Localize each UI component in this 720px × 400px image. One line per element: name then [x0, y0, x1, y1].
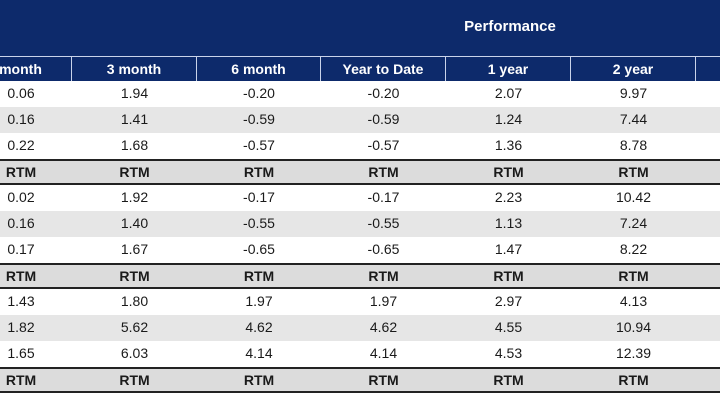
table-cell: RTM	[5, 268, 37, 284]
table-row: 0.17 1.67 -0.65 -0.65 1.47 8.22	[0, 237, 720, 263]
table-cell: 1.97	[369, 293, 398, 309]
table-cell: RTM	[5, 372, 37, 388]
table-cell: 4.62	[369, 319, 398, 335]
table-cell: 1.36	[494, 137, 523, 153]
table-cell: 0.06	[7, 85, 35, 101]
table-cell: 1.94	[120, 85, 149, 101]
table-row: 0.22 1.68 -0.57 -0.57 1.36 8.78	[0, 133, 720, 159]
table-cell: 2.97	[494, 293, 523, 309]
table-cell: 1.65	[7, 345, 35, 361]
table-cell: RTM	[618, 268, 649, 284]
table-cell: 10.94	[615, 319, 652, 335]
table-cell: 1.40	[120, 215, 149, 231]
table-row: 0.16 1.40 -0.55 -0.55 1.13 7.24	[0, 211, 720, 237]
performance-group-title: Performance	[464, 18, 556, 35]
rtm-row: RTM RTM RTM RTM RTM RTM	[0, 367, 720, 393]
table-cell: 0.02	[7, 189, 35, 205]
table-cell: RTM	[493, 268, 524, 284]
table-cell: 2.07	[494, 85, 523, 101]
table-cell: 1.67	[120, 241, 149, 257]
table-cell: -0.55	[367, 215, 400, 231]
table-cell: 4.53	[494, 345, 523, 361]
table-cell: 1.68	[120, 137, 149, 153]
table-cell: 10.42	[615, 189, 652, 205]
table-cell: RTM	[5, 164, 37, 180]
table-cell: RTM	[243, 164, 275, 180]
table-cell: 1.24	[494, 111, 523, 127]
table-cell: 4.62	[245, 319, 273, 335]
table-cell: 1.13	[494, 215, 523, 231]
rtm-row: RTM RTM RTM RTM RTM RTM	[0, 263, 720, 289]
table-cell: 8.78	[619, 137, 648, 153]
column-header-1-year: 1 year	[446, 57, 571, 81]
table-body: 0.06 1.94 -0.20 -0.20 2.07 9.97 0.16 1.41 -0.59 -…	[0, 81, 720, 393]
table-cell: 4.14	[369, 345, 398, 361]
table-cell: RTM	[493, 372, 524, 388]
table-cell: 5.62	[120, 319, 149, 335]
table-cell: RTM	[368, 268, 399, 284]
table-cell: RTM	[243, 268, 275, 284]
table-cell: RTM	[493, 164, 524, 180]
table-cell: -0.65	[367, 241, 400, 257]
table-row: 0.06 1.94 -0.20 -0.20 2.07 9.97	[0, 81, 720, 107]
table-cell: 4.55	[494, 319, 523, 335]
table-cell: 1.97	[245, 293, 273, 309]
column-header-2-year: 2 year	[571, 57, 696, 81]
table-cell: -0.57	[243, 137, 275, 153]
table-row: 1.82 5.62 4.62 4.62 4.55 10.94	[0, 315, 720, 341]
table-cell: -0.57	[367, 137, 400, 153]
table-cell: 7.44	[619, 111, 648, 127]
table-cell: 1.47	[494, 241, 523, 257]
column-header-3-month: 3 month	[72, 57, 197, 81]
rtm-row: RTM RTM RTM RTM RTM RTM	[0, 159, 720, 185]
table-cell: -0.65	[243, 241, 275, 257]
table-cell: -0.20	[367, 85, 400, 101]
table-cell: 1.41	[120, 111, 149, 127]
table-cell: -0.17	[243, 189, 275, 205]
column-header-month: month	[0, 57, 72, 81]
table-row: 0.16 1.41 -0.59 -0.59 1.24 7.44	[0, 107, 720, 133]
table-cell: 4.14	[245, 345, 273, 361]
table-cell: 12.39	[615, 345, 652, 361]
table-cell: 8.22	[619, 241, 648, 257]
table-cell: 0.16	[7, 111, 35, 127]
table-cell: 4.13	[619, 293, 648, 309]
table-cell: -0.17	[367, 189, 400, 205]
table-row: 1.65 6.03 4.14 4.14 4.53 12.39	[0, 341, 720, 367]
table-cell: 1.80	[120, 293, 149, 309]
column-header-6-month: 6 month	[197, 57, 321, 81]
table-cell: 1.92	[120, 189, 149, 205]
table-cell: 9.97	[619, 85, 648, 101]
table-cell: 0.22	[7, 137, 35, 153]
table-cell: -0.59	[367, 111, 400, 127]
table-cell: -0.20	[243, 85, 275, 101]
table-row: 1.43 1.80 1.97 1.97 2.97 4.13	[0, 289, 720, 315]
table-cell: 0.17	[7, 241, 35, 257]
table-cell: -0.59	[243, 111, 275, 127]
column-header-year-to-date: Year to Date	[321, 57, 446, 81]
table-cell: RTM	[368, 372, 399, 388]
table-cell: 0.16	[7, 215, 35, 231]
table-cell: RTM	[368, 164, 399, 180]
column-header-row: month 3 month 6 month Year to Date 1 yea…	[0, 56, 720, 81]
table-cell: 6.03	[120, 345, 149, 361]
table-cell: RTM	[119, 268, 150, 284]
table-cell: 2.23	[494, 189, 523, 205]
table-group-header: Performance	[0, 0, 720, 56]
table-cell: RTM	[243, 372, 275, 388]
table-cell: -0.55	[243, 215, 275, 231]
table-row: 0.02 1.92 -0.17 -0.17 2.23 10.42	[0, 185, 720, 211]
table-cell: RTM	[618, 372, 649, 388]
table-cell: 1.43	[7, 293, 35, 309]
table-cell: RTM	[119, 164, 150, 180]
table-cell: 1.82	[7, 319, 35, 335]
table-cell: RTM	[119, 372, 150, 388]
table-cell: RTM	[618, 164, 649, 180]
table-cell: 7.24	[619, 215, 648, 231]
